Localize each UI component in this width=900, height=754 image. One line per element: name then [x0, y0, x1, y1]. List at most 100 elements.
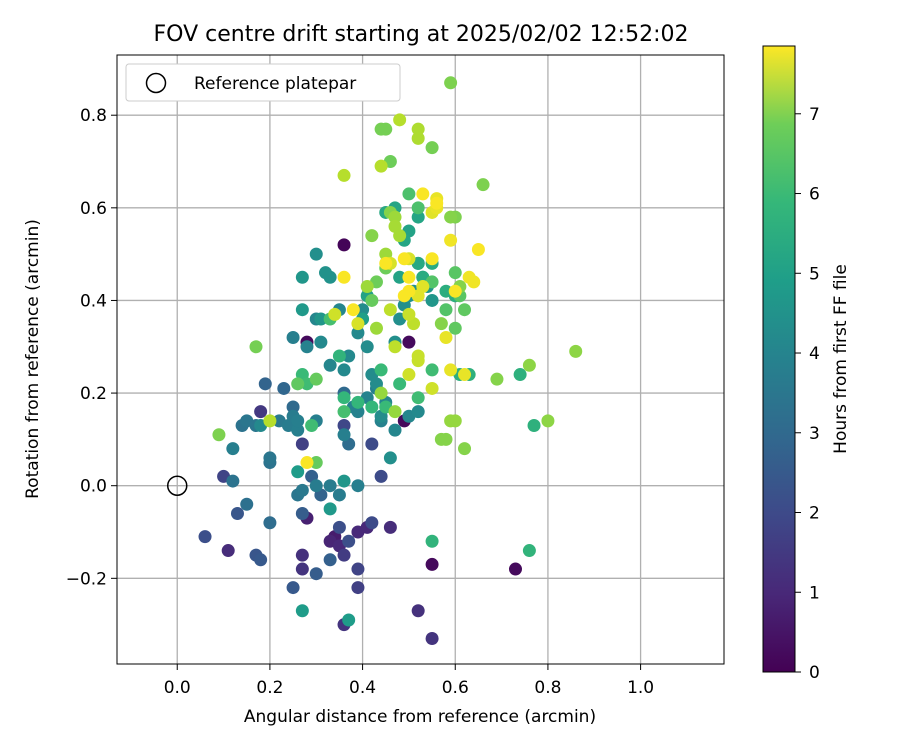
data-point	[356, 303, 370, 317]
data-point	[458, 368, 472, 382]
data-point	[411, 391, 425, 405]
data-point	[365, 437, 379, 451]
data-points	[198, 76, 583, 646]
data-point	[393, 270, 407, 284]
data-point	[337, 391, 351, 405]
data-point	[374, 363, 388, 377]
data-point	[397, 289, 411, 303]
data-point	[240, 497, 254, 511]
data-point	[346, 303, 360, 317]
data-point	[291, 377, 305, 391]
data-point	[425, 632, 439, 646]
data-point	[337, 548, 351, 562]
chart-title: FOV centre drift starting at 2025/02/02 …	[154, 22, 689, 47]
data-point	[393, 229, 407, 243]
data-point	[430, 196, 444, 210]
data-point	[425, 252, 439, 266]
y-axis-ticks: −0.2 0.0 0.2 0.4 0.6 0.8	[66, 106, 117, 589]
data-point	[230, 506, 244, 520]
colorbar-tick-label: 0	[809, 663, 820, 683]
data-point	[286, 331, 300, 345]
data-point	[444, 363, 458, 377]
data-point	[309, 247, 323, 261]
legend-marker	[145, 72, 167, 94]
y-tick-label: −0.2	[66, 569, 107, 589]
data-point	[444, 76, 458, 90]
data-point	[342, 349, 356, 363]
data-point	[411, 354, 425, 368]
data-point	[337, 428, 351, 442]
data-point	[448, 266, 462, 280]
colorbar-frame	[762, 45, 796, 673]
data-point	[458, 303, 472, 317]
data-point	[448, 321, 462, 335]
data-point	[300, 456, 314, 470]
data-point	[448, 414, 462, 428]
y-tick-label: 0.4	[80, 291, 107, 311]
colorbar-ticks: 0 1 2 3 4 5 6 7	[795, 105, 820, 683]
data-point	[471, 243, 485, 257]
y-tick-label: 0.8	[80, 106, 107, 126]
data-point	[295, 506, 309, 520]
data-point	[295, 562, 309, 576]
data-point	[305, 418, 319, 432]
data-point	[383, 520, 397, 534]
x-tick-label: 0.8	[534, 678, 561, 698]
data-point	[351, 479, 365, 493]
data-point	[323, 479, 337, 493]
data-point	[508, 562, 522, 576]
data-point	[425, 381, 439, 395]
colorbar-gradient	[763, 46, 795, 672]
data-point	[527, 418, 541, 432]
data-point	[425, 141, 439, 155]
colorbar-tick-label: 6	[809, 185, 820, 205]
data-point	[254, 553, 268, 567]
data-point	[360, 280, 374, 294]
data-point	[328, 307, 342, 321]
colorbar-tick-label: 3	[809, 424, 820, 444]
data-point	[522, 358, 536, 372]
data-point	[323, 270, 337, 284]
data-point	[342, 613, 356, 627]
data-point	[374, 386, 388, 400]
x-tick-label: 0.4	[349, 678, 376, 698]
data-point	[388, 405, 402, 419]
data-point	[402, 335, 416, 349]
data-point	[351, 395, 365, 409]
data-point	[383, 303, 397, 317]
data-point	[434, 317, 448, 331]
data-point	[337, 405, 351, 419]
data-point	[254, 405, 268, 419]
data-point	[291, 465, 305, 479]
data-point	[295, 437, 309, 451]
data-point	[332, 520, 346, 534]
data-point	[458, 442, 472, 456]
data-point	[369, 321, 383, 335]
data-point	[522, 544, 536, 558]
data-point	[365, 516, 379, 530]
colorbar-tick-label: 5	[809, 264, 820, 284]
data-point	[295, 270, 309, 284]
colorbar: 0 1 2 3 4 5 6 7 Hours from first FF file	[762, 45, 851, 683]
data-point	[388, 423, 402, 437]
data-point	[402, 187, 416, 201]
data-point	[337, 418, 351, 432]
legend-box	[125, 63, 401, 102]
data-point	[365, 400, 379, 414]
data-point	[379, 256, 393, 270]
data-point	[295, 604, 309, 618]
data-point	[337, 270, 351, 284]
x-tick-label: 1.0	[627, 678, 654, 698]
data-point	[226, 474, 240, 488]
data-point	[212, 428, 226, 442]
plot-frame	[116, 54, 725, 665]
data-point	[221, 544, 235, 558]
data-point	[337, 474, 351, 488]
data-point	[411, 210, 425, 224]
data-point	[448, 284, 462, 298]
x-axis-label: Angular distance from reference (arcmin)	[244, 707, 596, 727]
data-point	[402, 270, 416, 284]
data-point	[351, 317, 365, 331]
